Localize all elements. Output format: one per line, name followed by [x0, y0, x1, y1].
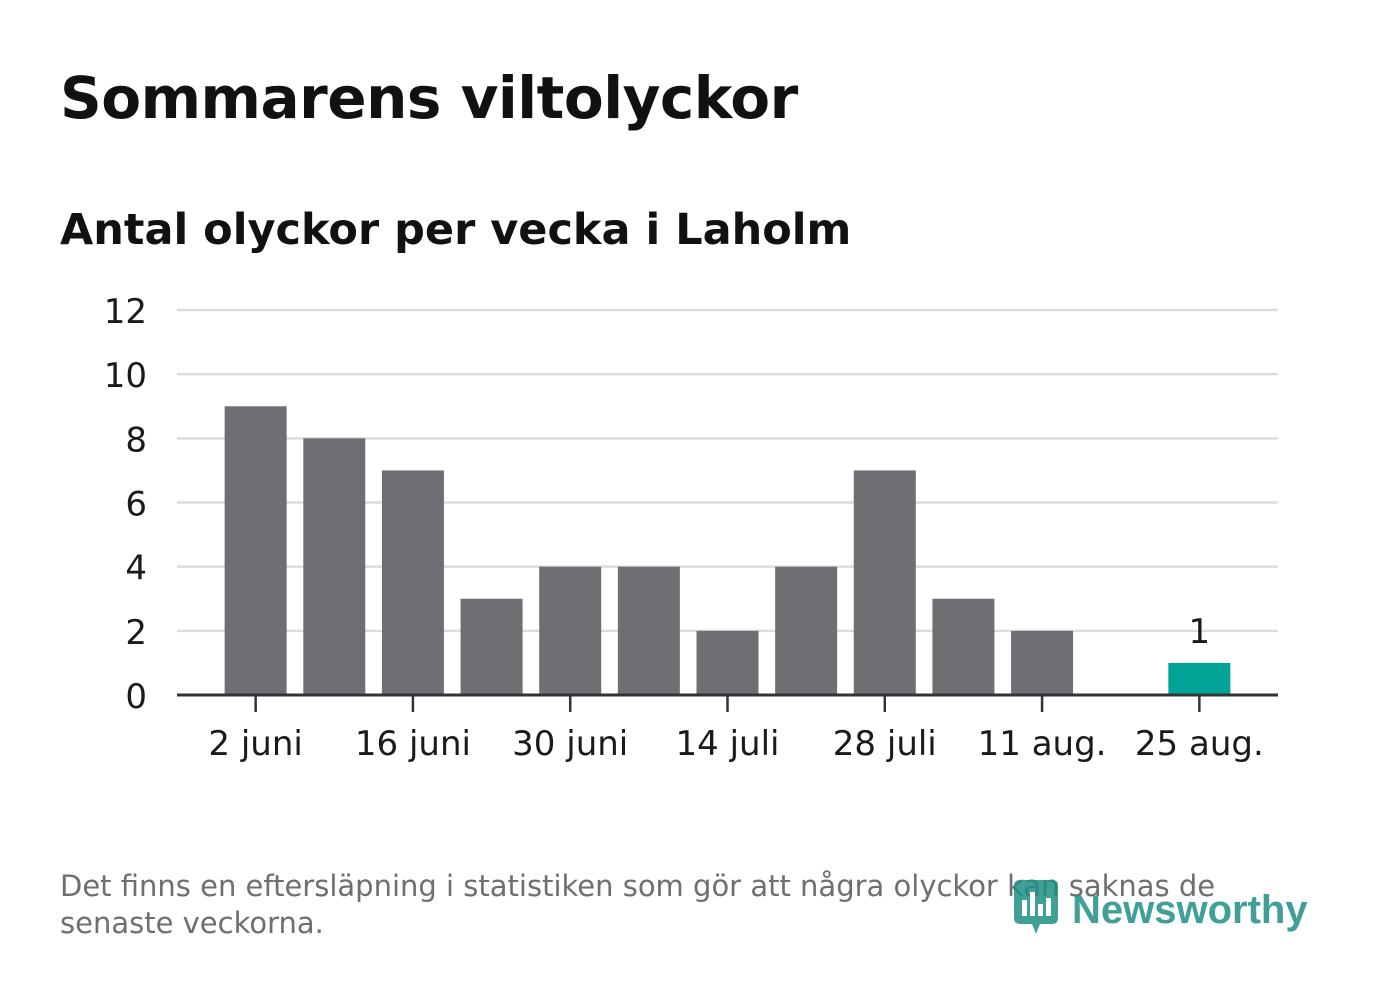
bar-chart: 0 2 4 6 8 10 12 2 juni 16 juni 30 juni 14 juli 28 …: [104, 292, 1278, 764]
bar-4-aug-: [932, 598, 995, 695]
chart-subtitle: Antal olyckor per vecka i Laholm: [60, 205, 852, 255]
chart-title: Sommarens viltolyckor: [60, 64, 798, 132]
bar-30-juni: [539, 566, 602, 695]
x-tick-label: 14 juli: [676, 724, 780, 764]
x-tick-label: 30 juni: [512, 724, 628, 764]
x-axis-ticks: 2 juni 16 juni 30 juni 14 juli 28 juli 11 aug…: [208, 695, 1264, 764]
bar-9-juni: [303, 438, 366, 695]
bar-25-aug-: [1168, 662, 1231, 695]
x-tick-label: 16 juni: [355, 724, 471, 764]
bar-16-juni: [381, 470, 444, 695]
y-tick-label: 8: [125, 420, 147, 460]
y-tick-label: 2: [125, 613, 147, 653]
bar-21-juli: [775, 566, 838, 695]
y-axis-ticks: 0 2 4 6 8 10 12: [104, 292, 147, 717]
bar-11-aug-: [1011, 630, 1074, 695]
bar-14-juli: [696, 630, 759, 695]
y-tick-label: 4: [125, 549, 147, 589]
x-tick-label: 2 juni: [208, 724, 302, 764]
x-tick-label: 28 juli: [833, 724, 937, 764]
y-tick-label: 6: [125, 485, 147, 525]
x-tick-label: 11 aug.: [978, 724, 1107, 764]
bars: [224, 406, 1231, 695]
bar-chart-pin-icon: [1010, 878, 1062, 942]
x-tick-label: 25 aug.: [1135, 724, 1264, 764]
brand-logo: Newsworthy: [1010, 878, 1308, 942]
bar-28-juli: [853, 470, 916, 695]
bar-2-juni: [224, 406, 287, 695]
data-label: 1: [1189, 612, 1211, 652]
y-tick-label: 12: [104, 292, 147, 332]
y-tick-label: 0: [125, 677, 147, 717]
y-tick-label: 10: [104, 356, 147, 396]
bar-23-juni: [460, 598, 523, 695]
brand-name: Newsworthy: [1072, 887, 1308, 932]
data-labels: 1: [1189, 612, 1211, 652]
bar-7-juli: [617, 566, 680, 695]
